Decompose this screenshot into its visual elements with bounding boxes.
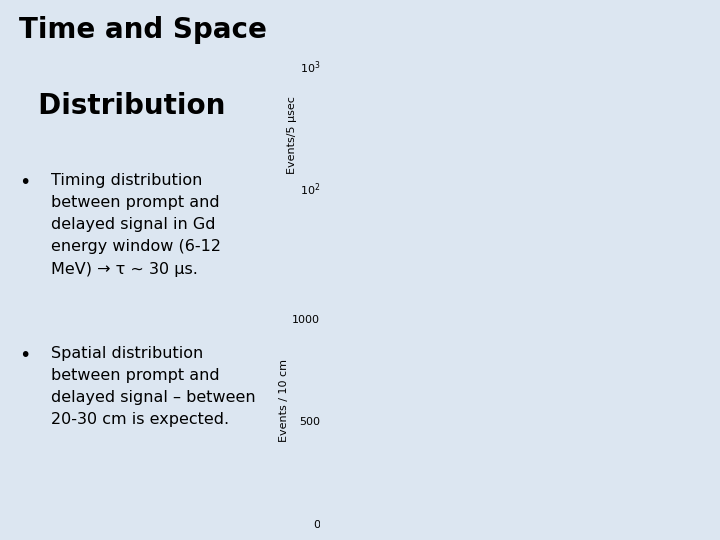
- Text: Double Chooz Preliminary: Double Chooz Preliminary: [519, 291, 700, 303]
- Text: Spatial distribution
between prompt and
delayed signal – between
20-30 cm is exp: Spatial distribution between prompt and …: [51, 346, 256, 427]
- Y-axis label: Events / 10 cm: Events / 10 cm: [279, 360, 289, 442]
- Text: Double Chooz preliminary: Double Chooz preliminary: [519, 21, 700, 34]
- Text: •: •: [19, 346, 30, 365]
- X-axis label: ΔT [μsec]: ΔT [μsec]: [491, 287, 550, 300]
- Text: Distribution: Distribution: [19, 92, 225, 120]
- Text: Time and Space: Time and Space: [19, 16, 267, 44]
- Y-axis label: Events/5 μsec: Events/5 μsec: [287, 96, 297, 174]
- Text: Prompt - Delayed Reconstructed Vertex Distance: Prompt - Delayed Reconstructed Vertex Di…: [330, 265, 602, 274]
- Text: Timing distribution
between prompt and
delayed signal in Gd
energy window (6-12
: Timing distribution between prompt and d…: [51, 173, 221, 276]
- Text: •: •: [19, 173, 30, 192]
